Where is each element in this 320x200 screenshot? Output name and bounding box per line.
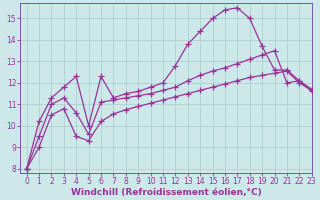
X-axis label: Windchill (Refroidissement éolien,°C): Windchill (Refroidissement éolien,°C) <box>71 188 261 197</box>
